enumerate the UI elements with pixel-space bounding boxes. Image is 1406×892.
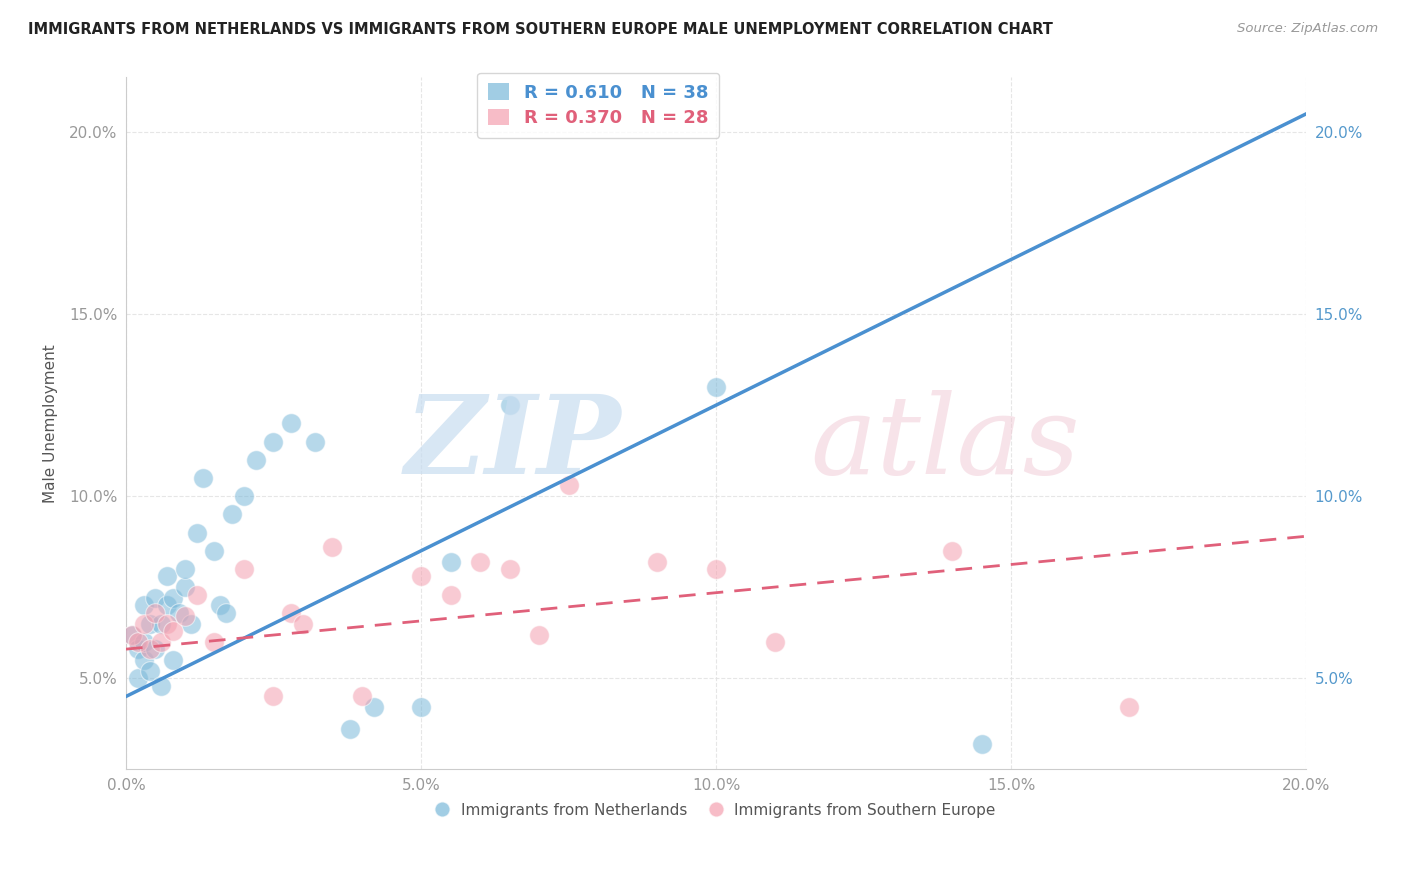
Text: IMMIGRANTS FROM NETHERLANDS VS IMMIGRANTS FROM SOUTHERN EUROPE MALE UNEMPLOYMENT: IMMIGRANTS FROM NETHERLANDS VS IMMIGRANT… [28,22,1053,37]
Point [557,478,579,492]
Point [409,569,432,583]
Text: atlas: atlas [810,391,1080,498]
Point [186,587,208,601]
Point [132,653,155,667]
Point [138,664,160,678]
Point [156,599,179,613]
Point [291,616,314,631]
Legend: Immigrants from Netherlands, Immigrants from Southern Europe: Immigrants from Netherlands, Immigrants … [430,797,1002,824]
Point [280,417,302,431]
Point [363,700,385,714]
Point [204,544,226,558]
Point [156,569,179,583]
Point [1118,700,1140,714]
Point [970,737,993,751]
Point [186,525,208,540]
Point [763,635,786,649]
Point [132,635,155,649]
Point [527,627,550,641]
Point [132,599,155,613]
Text: Source: ZipAtlas.com: Source: ZipAtlas.com [1237,22,1378,36]
Point [209,599,232,613]
Point [121,627,143,641]
Point [221,508,243,522]
Point [280,606,302,620]
Point [350,690,373,704]
Point [174,562,197,576]
Y-axis label: Male Unemployment: Male Unemployment [44,344,58,503]
Point [704,562,727,576]
Point [127,642,149,657]
Point [498,398,520,412]
Point [215,606,238,620]
Point [233,489,256,503]
Point [304,434,326,449]
Point [191,471,214,485]
Point [263,690,285,704]
Point [233,562,256,576]
Point [121,627,143,641]
Point [145,642,167,657]
Point [127,635,149,649]
Point [162,591,184,606]
Point [150,679,173,693]
Point [156,616,179,631]
Point [150,635,173,649]
Point [132,616,155,631]
Point [138,642,160,657]
Point [174,609,197,624]
Point [204,635,226,649]
Point [145,606,167,620]
Point [941,544,963,558]
Point [150,616,173,631]
Point [162,624,184,638]
Point [174,580,197,594]
Text: ZIP: ZIP [405,391,621,498]
Point [167,606,190,620]
Point [245,452,267,467]
Point [263,434,285,449]
Point [180,616,202,631]
Point [645,555,668,569]
Point [498,562,520,576]
Point [127,671,149,685]
Point [439,587,461,601]
Point [704,380,727,394]
Point [321,540,343,554]
Point [162,653,184,667]
Point [339,723,361,737]
Point [409,700,432,714]
Point [145,591,167,606]
Point [138,616,160,631]
Point [439,555,461,569]
Point [468,555,491,569]
